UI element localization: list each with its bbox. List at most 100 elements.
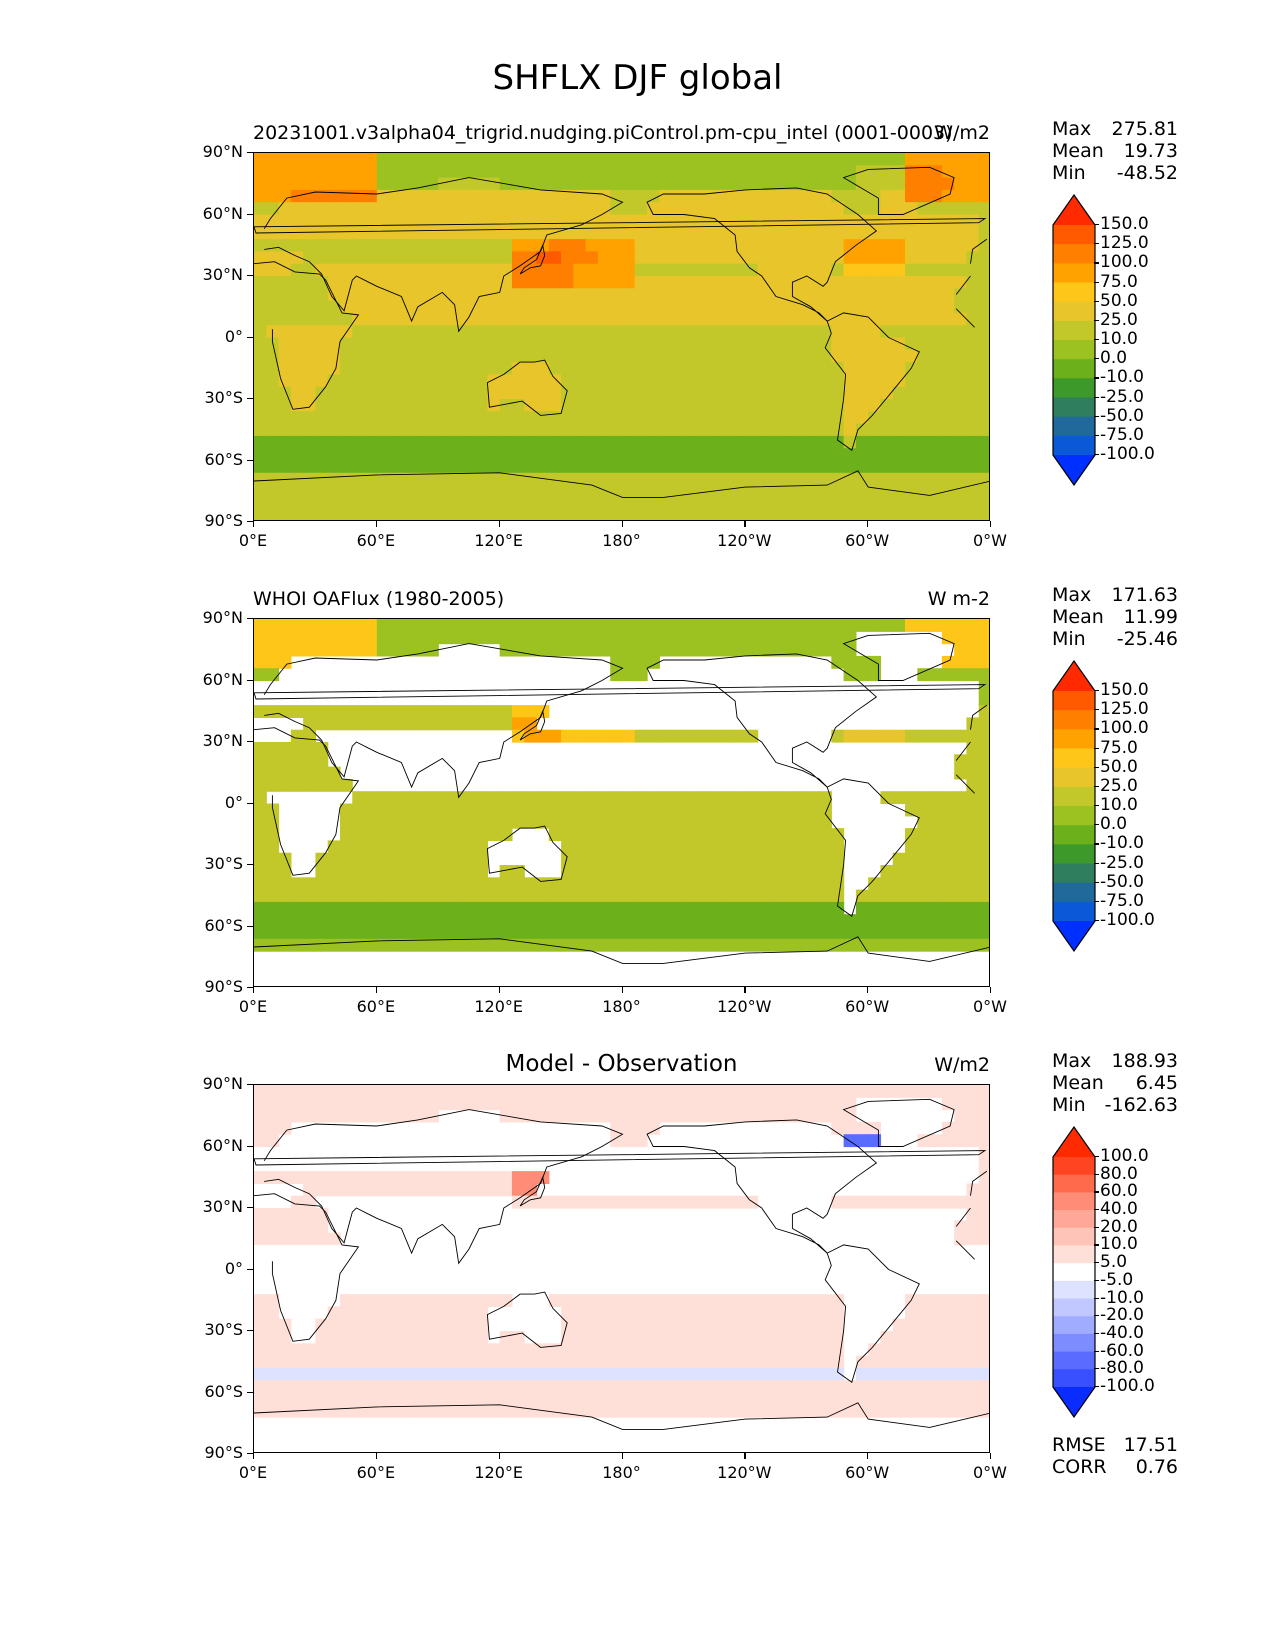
field-cells (254, 153, 989, 520)
x-tick-label: 0°E (238, 531, 268, 550)
x-tick-mark (375, 1453, 378, 1459)
colorbar-label: -100.0 (1100, 444, 1155, 464)
stat-label: Max (1052, 584, 1092, 606)
colorbar-tick (1094, 881, 1099, 883)
x-tick-mark (253, 987, 255, 993)
y-tick-label: 30°S (204, 854, 243, 873)
colorbar-label: -10.0 (1100, 833, 1144, 854)
colorbar-extend-bottom (1053, 455, 1095, 485)
x-tick-mark (990, 521, 992, 527)
y-tick-mark (247, 679, 253, 681)
y-tick-label: 90°S (204, 977, 243, 996)
coastline-uk (254, 1150, 987, 1166)
y-tick-mark (247, 1084, 253, 1086)
colorbar-label: -5.0 (1100, 1269, 1134, 1290)
colorbar-tick (1094, 243, 1099, 245)
y-tick-mark (247, 1330, 253, 1332)
colorbar-label: 100.0 (1100, 718, 1149, 739)
y-tick-label: 30°N (202, 731, 243, 750)
field-cells (254, 1085, 989, 1418)
colorbar-tick (1094, 1350, 1099, 1352)
x-tick-mark (744, 521, 746, 527)
colorbar-label: 80.0 (1100, 1163, 1138, 1184)
stat-label: Max (1052, 118, 1092, 140)
y-tick-label: 30°S (204, 1320, 243, 1339)
y-tick-mark (247, 802, 253, 804)
x-tick-label: 120°E (474, 531, 523, 550)
coastline-japan (519, 709, 546, 741)
colorbar (1052, 194, 1096, 486)
stats-box: Max 188.93 Mean 6.45 Min -162.63 (1052, 1050, 1178, 1116)
stat-value: 188.93 (1111, 1050, 1178, 1072)
coastline-north-america (646, 653, 878, 788)
stat-row: Max 171.63 (1052, 584, 1178, 606)
stat-row: Min -25.46 (1052, 628, 1178, 650)
colorbar-tick (1094, 224, 1099, 226)
panel-left-title: 20231001.v3alpha04_trigrid.nudging.piCon… (253, 122, 953, 144)
colorbar-extend-top (1053, 1127, 1095, 1157)
colorbar-swatch (1053, 225, 1095, 245)
y-tick-mark (247, 741, 253, 743)
colorbar-swatch (1053, 1192, 1095, 1211)
map-field (254, 1085, 989, 1430)
colorbar-tick (1094, 1191, 1099, 1193)
stat-value: 6.45 (1135, 1072, 1178, 1094)
colorbar-swatch (1053, 340, 1095, 360)
y-tick-label: 30°N (202, 1197, 243, 1216)
colorbar-tick (1094, 1156, 1099, 1158)
coastline-australia (486, 1291, 568, 1348)
x-tick-label: 180° (602, 531, 641, 550)
stat-row: RMSE 17.51 (1052, 1434, 1178, 1456)
y-tick-mark (247, 864, 253, 866)
stat-value: 275.81 (1111, 118, 1178, 140)
colorbar-swatch (1053, 1369, 1095, 1388)
colorbar-tick (1094, 1315, 1099, 1317)
y-tick-mark (247, 1268, 253, 1270)
colorbar-label: 150.0 (1100, 680, 1149, 700)
x-tick-mark (621, 1453, 623, 1459)
colorbar-extend-top (1053, 661, 1095, 691)
colorbar-label: 60.0 (1100, 1181, 1138, 1202)
x-tick-label: 180° (602, 997, 641, 1016)
colorbar-swatch (1053, 767, 1095, 788)
colorbar-swatch (1053, 1210, 1095, 1229)
y-tick-label: 90°S (204, 1443, 243, 1462)
colorbar-tick (1094, 454, 1099, 456)
colorbar-label: 20.0 (1100, 1216, 1138, 1237)
y-tick-label: 60°S (204, 1381, 243, 1401)
stats-box: Max 275.81 Mean 19.73 Min -48.52 (1052, 118, 1178, 184)
colorbar-tick (1094, 728, 1099, 730)
colorbar-label: -50.0 (1100, 871, 1144, 892)
coastline-uk (254, 684, 987, 700)
panel-center-title: Model - Observation (505, 1051, 738, 1077)
stat-label: Mean (1052, 140, 1104, 162)
y-tick-mark (247, 987, 253, 989)
colorbar-label: 150.0 (1100, 214, 1149, 234)
panel-units: W m-2 (927, 588, 990, 610)
colorbar-swatch (1053, 1298, 1095, 1317)
map-field (254, 619, 989, 964)
x-tick-label: 0°W (973, 531, 1007, 550)
y-tick-mark (247, 925, 253, 927)
colorbar-swatch (1053, 282, 1095, 303)
coastline-greenland (842, 1098, 955, 1147)
x-tick-mark (621, 521, 623, 527)
x-tick-label: 120°W (717, 531, 772, 550)
colorbar-label: 25.0 (1100, 775, 1138, 796)
stat-label: Min (1052, 1094, 1086, 1116)
stat-label: CORR (1052, 1456, 1107, 1478)
colorbar-swatch (1053, 1280, 1095, 1300)
x-tick-mark (744, 987, 746, 993)
colorbar-tick (1094, 262, 1099, 264)
coastline-greenland (842, 632, 955, 681)
colorbar-tick (1094, 1173, 1099, 1175)
colorbar-swatch (1053, 691, 1095, 711)
colorbar-swatch (1053, 863, 1095, 884)
colorbar-label: -25.0 (1100, 852, 1144, 873)
colorbar-label: -80.0 (1100, 1358, 1144, 1379)
colorbar-swatch (1053, 244, 1095, 264)
colorbar-tick (1094, 805, 1099, 807)
stat-value: -25.46 (1116, 628, 1178, 650)
coastline-antarctica (254, 470, 989, 498)
colorbar-swatch (1053, 748, 1095, 769)
